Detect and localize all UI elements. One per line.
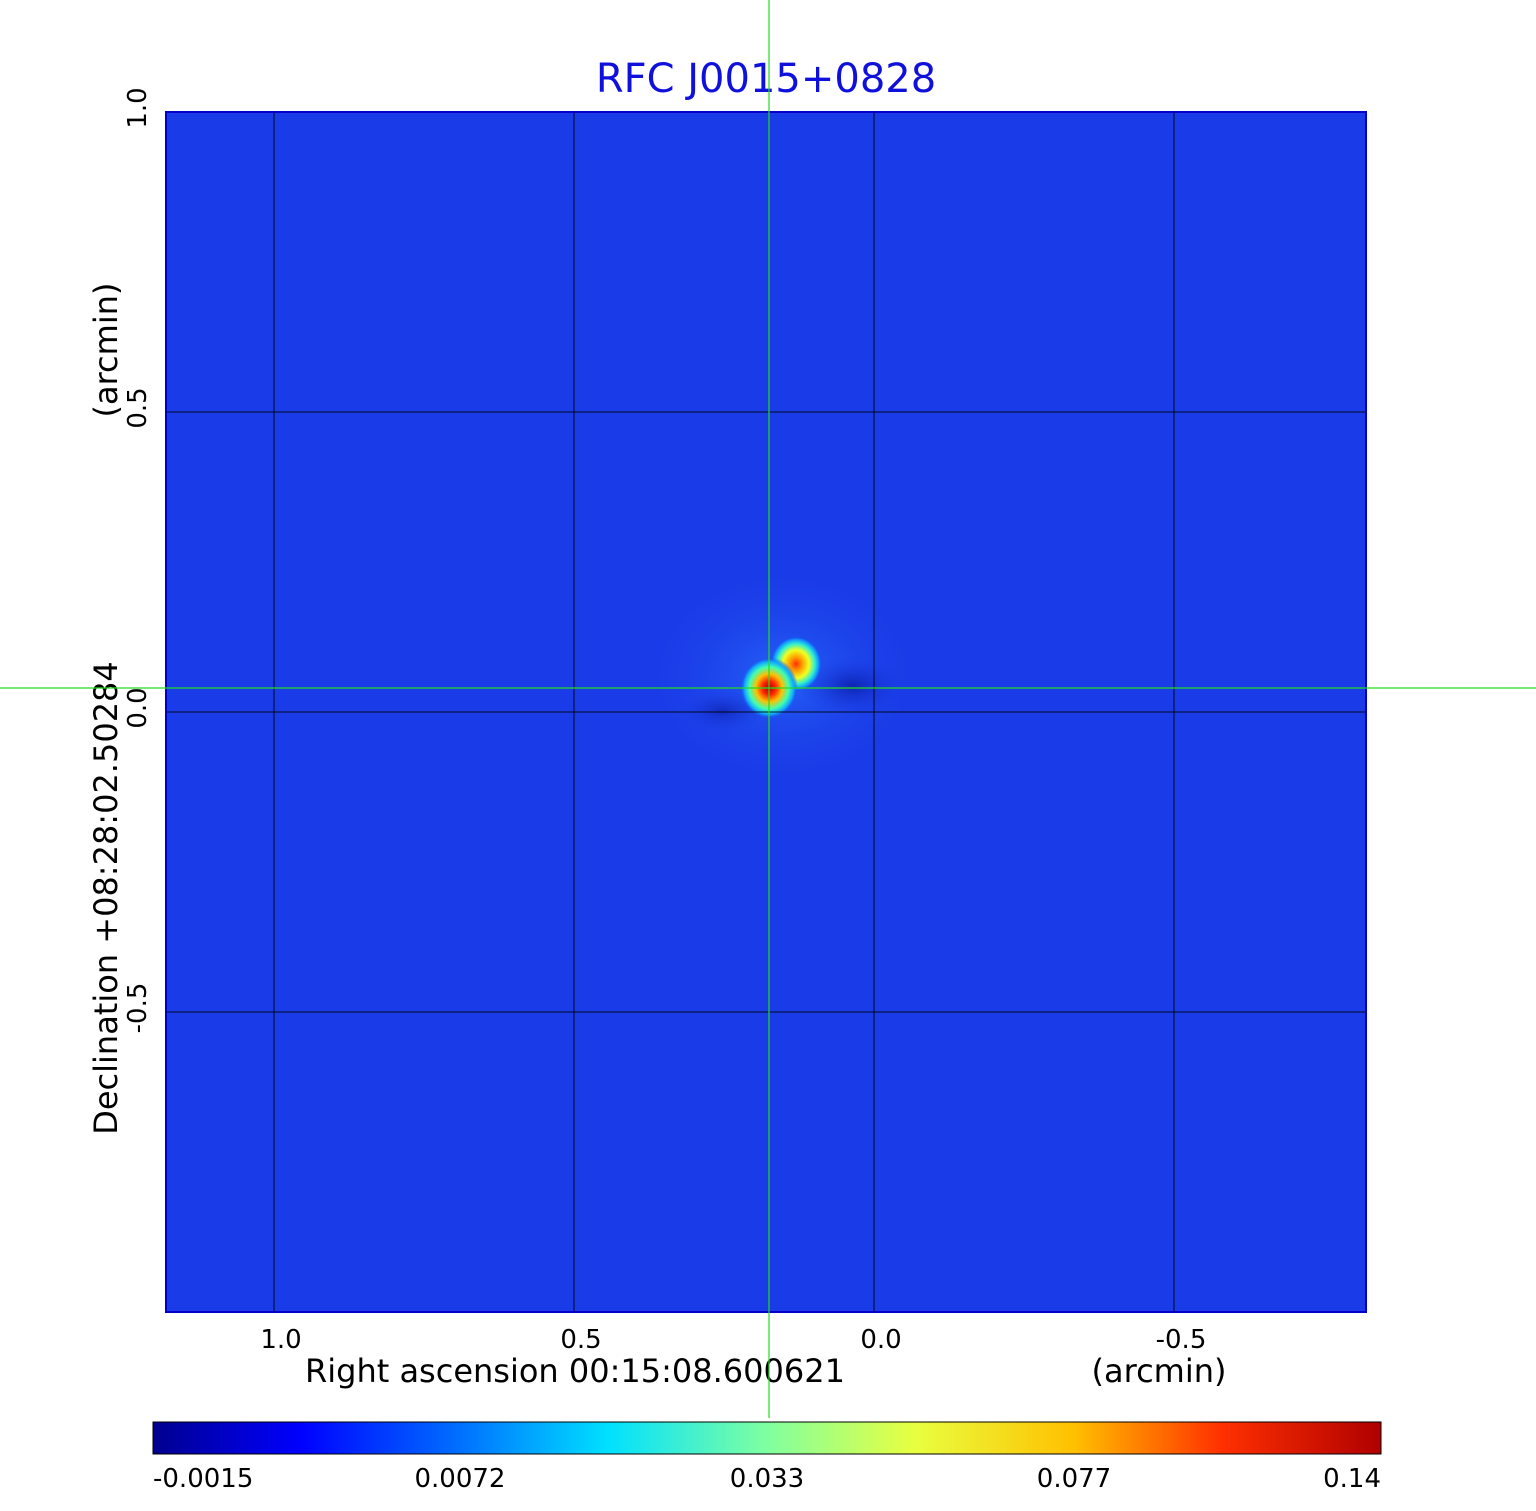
x-tick-label: 0.0: [860, 1325, 901, 1355]
y-axis-unit: (arcmin): [87, 283, 125, 418]
colorbar-tick-label: 0.033: [730, 1464, 804, 1494]
negative-sidelobe: [797, 656, 908, 716]
colorbar-tick-labels: -0.0015 0.0072 0.033 0.077 0.14: [153, 1464, 1381, 1494]
colorbar-tick-label: 0.0072: [415, 1464, 506, 1494]
y-tick-label: -0.5: [123, 983, 153, 1034]
colorbar: -0.0015 0.0072 0.033 0.077 0.14: [152, 1421, 1382, 1494]
x-tick-label: 1.0: [260, 1325, 301, 1355]
grid-lines: [166, 112, 1366, 1312]
plot-frame: [165, 111, 1367, 1313]
colorbar-tick-label: -0.0015: [153, 1464, 253, 1494]
x-axis-label: Right ascension 00:15:08.600621: [305, 1352, 845, 1390]
y-axis-label: Declination +08:28:02.50284: [87, 661, 125, 1135]
colorbar-tick-label: 0.14: [1323, 1464, 1381, 1494]
plot-area: [165, 111, 1367, 1313]
y-tick-labels: 1.0 0.5 0.0 -0.5: [123, 87, 153, 1033]
x-axis-unit: (arcmin): [1092, 1352, 1227, 1390]
x-tick-label: -0.5: [1156, 1325, 1207, 1355]
x-tick-label: 0.5: [560, 1325, 601, 1355]
chart-title: RFC J0015+0828: [596, 56, 936, 102]
crosshair: [0, 0, 1536, 1418]
x-tick-labels: 1.0 0.5 0.0 -0.5: [260, 1325, 1206, 1355]
y-tick-label: 1.0: [123, 87, 153, 128]
y-tick-label: 0.0: [123, 687, 153, 728]
colorbar-tick-label: 0.077: [1037, 1464, 1111, 1494]
colorbar-gradient: [152, 1421, 1382, 1455]
source-emission: [642, 566, 923, 786]
y-tick-label: 0.5: [123, 387, 153, 428]
